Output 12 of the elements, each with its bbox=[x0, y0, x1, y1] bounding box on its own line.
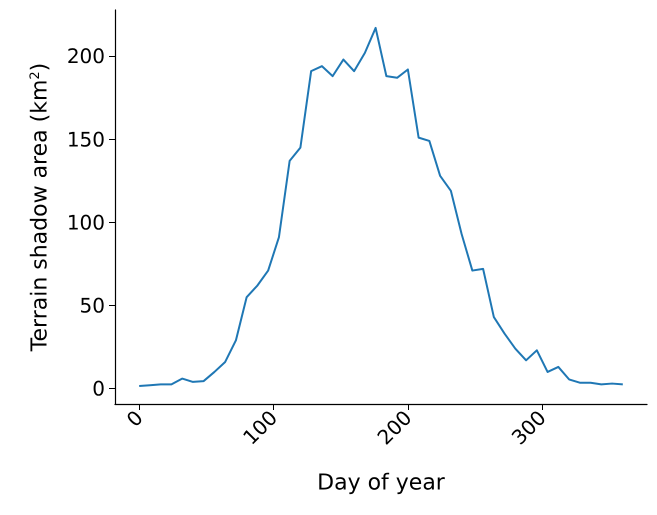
x-tick-label: 100 bbox=[238, 406, 282, 450]
x-tick-label: 200 bbox=[372, 406, 416, 450]
y-tick-label: 0 bbox=[92, 376, 105, 401]
y-tick-label: 150 bbox=[66, 127, 105, 152]
y-tick-label: 50 bbox=[80, 293, 105, 318]
y-tick-label: 100 bbox=[66, 210, 105, 234]
line-series bbox=[138, 26, 624, 388]
y-axis-title: Terrain shadow area (km2) bbox=[28, 62, 52, 352]
x-tick-label: 300 bbox=[506, 406, 551, 450]
y-tick-label: 200 bbox=[66, 44, 105, 68]
x-axis-title: Day of year bbox=[317, 470, 446, 496]
x-tick-label: 0 bbox=[122, 406, 148, 432]
